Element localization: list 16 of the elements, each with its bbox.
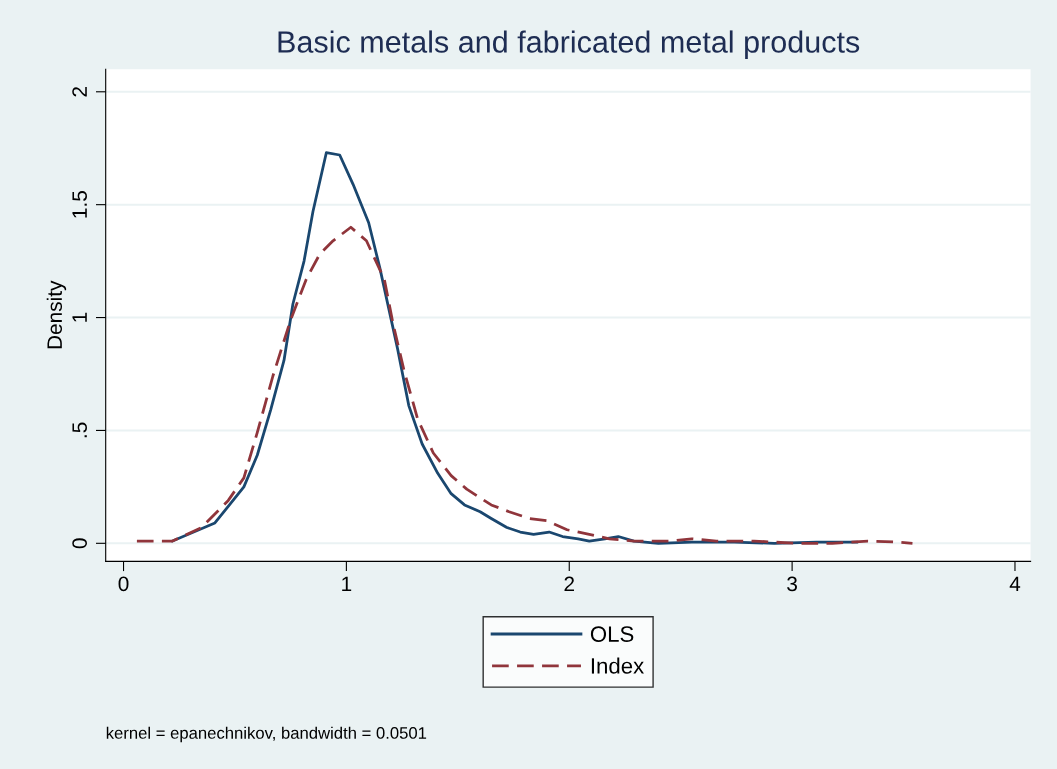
y-axis-title: Density <box>46 280 67 349</box>
x-tick-label: 2 <box>564 576 574 592</box>
y-tick-label: 2 <box>72 87 87 97</box>
legend-label: OLS <box>590 626 634 642</box>
line-series <box>135 225 914 545</box>
y-tick-label: 1.5 <box>72 191 87 218</box>
y-tick-label: 1 <box>72 312 87 322</box>
y-tick-label: .5 <box>72 422 87 438</box>
x-tick-label: 1 <box>342 576 352 592</box>
chart-title: Basic metals and fabricated metal products <box>278 30 860 59</box>
legend-label: Index <box>591 657 644 674</box>
x-tick-label: 3 <box>787 576 797 592</box>
text: kernel = epanechnikov, bandwidth = 0.0501 <box>106 726 427 743</box>
y-tick-label: 0 <box>72 538 87 549</box>
x-tick-label: 4 <box>1009 576 1021 592</box>
x-tick-label: 0 <box>118 576 129 592</box>
